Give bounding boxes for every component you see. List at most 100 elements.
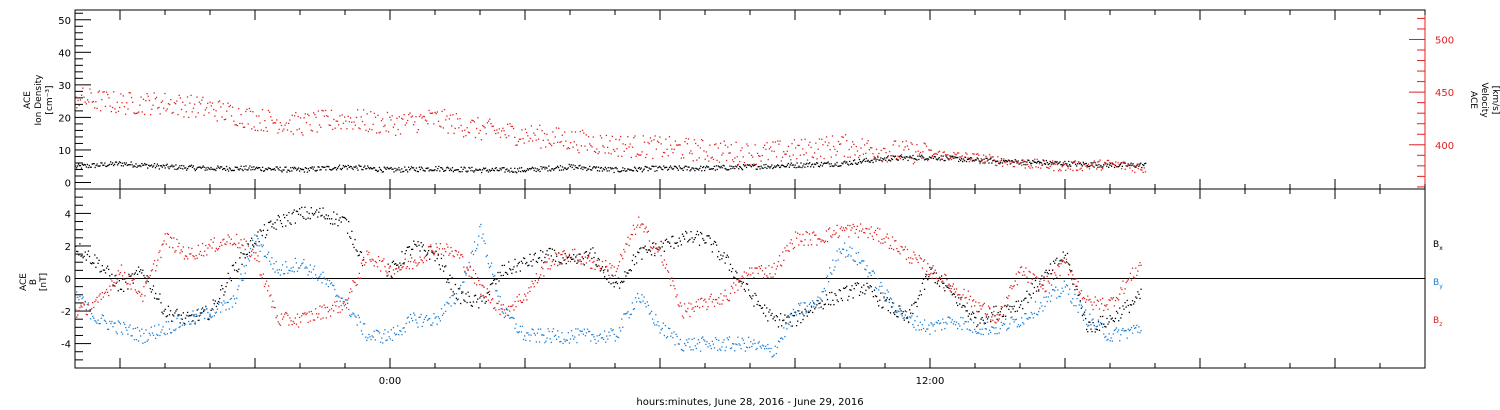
density-point bbox=[158, 168, 161, 170]
by-point bbox=[514, 327, 516, 330]
bx-point bbox=[201, 307, 204, 309]
velocity-point bbox=[185, 111, 187, 113]
density-point bbox=[977, 158, 979, 160]
bx-point bbox=[454, 283, 456, 286]
by-point bbox=[222, 304, 224, 306]
by-point bbox=[569, 338, 572, 340]
bx-point bbox=[746, 283, 749, 285]
density-point bbox=[439, 170, 441, 172]
by-point bbox=[246, 256, 249, 258]
bz-point bbox=[258, 261, 260, 263]
by-point bbox=[865, 269, 867, 271]
velocity-point bbox=[227, 102, 229, 104]
density-point bbox=[820, 161, 823, 164]
bx-point bbox=[982, 319, 984, 321]
bx-point bbox=[731, 267, 734, 270]
bx-point bbox=[311, 212, 314, 215]
velocity-point bbox=[1067, 167, 1069, 169]
by-point bbox=[761, 344, 764, 346]
density-point bbox=[775, 166, 777, 168]
velocity-point bbox=[402, 118, 404, 120]
bz-point bbox=[487, 299, 490, 301]
by-point bbox=[505, 307, 508, 310]
by-point bbox=[671, 332, 673, 334]
velocity-point bbox=[883, 147, 885, 150]
velocity-point bbox=[384, 124, 386, 126]
density-point bbox=[196, 167, 199, 169]
by-point bbox=[273, 263, 275, 265]
velocity-point bbox=[819, 155, 822, 157]
density-point bbox=[785, 165, 788, 168]
bz-point bbox=[791, 243, 793, 245]
density-point bbox=[360, 165, 362, 168]
bx-point bbox=[645, 249, 647, 251]
density-point bbox=[813, 166, 815, 168]
bz-point bbox=[821, 239, 823, 241]
velocity-point bbox=[1119, 162, 1122, 164]
by-point bbox=[1012, 318, 1014, 321]
velocity-point bbox=[543, 132, 546, 135]
bx-point bbox=[159, 293, 161, 295]
density-point bbox=[209, 168, 211, 171]
bx-point bbox=[962, 304, 964, 307]
velocity-point bbox=[737, 163, 740, 166]
density-point bbox=[807, 165, 809, 168]
density-tick-label: 0 bbox=[65, 178, 71, 189]
by-point bbox=[266, 253, 269, 255]
by-point bbox=[409, 313, 412, 316]
density-point bbox=[756, 168, 758, 170]
bx-point bbox=[1022, 307, 1024, 310]
density-point bbox=[701, 170, 703, 172]
by-point bbox=[340, 304, 342, 307]
bx-point bbox=[601, 266, 604, 268]
density-point bbox=[853, 159, 856, 161]
bx-point bbox=[257, 231, 259, 233]
bx-point bbox=[1008, 308, 1010, 311]
bz-point bbox=[388, 267, 390, 269]
bz-point bbox=[682, 317, 685, 319]
velocity-point bbox=[465, 134, 467, 137]
velocity-point bbox=[228, 105, 230, 108]
velocity-point bbox=[580, 145, 583, 147]
bx-point bbox=[99, 271, 101, 273]
bz-point bbox=[128, 275, 130, 277]
bx-point bbox=[577, 259, 579, 261]
bz-point bbox=[557, 264, 559, 267]
density-point bbox=[590, 169, 592, 171]
density-point bbox=[481, 169, 484, 171]
density-point bbox=[243, 165, 245, 168]
density-point bbox=[1012, 161, 1014, 163]
velocity-point bbox=[1054, 163, 1056, 166]
bz-point bbox=[638, 216, 640, 218]
density-point bbox=[1025, 164, 1027, 166]
bz-point bbox=[126, 283, 128, 285]
velocity-point bbox=[527, 135, 529, 137]
density-point bbox=[1042, 159, 1045, 162]
velocity-point bbox=[75, 96, 77, 98]
velocity-point bbox=[163, 107, 165, 109]
density-point bbox=[308, 169, 310, 172]
bx-point bbox=[1054, 262, 1056, 264]
density-point bbox=[1109, 162, 1112, 165]
density-point bbox=[594, 167, 597, 169]
bx-point bbox=[116, 278, 118, 280]
density-point bbox=[659, 165, 661, 168]
by-point bbox=[386, 339, 388, 341]
density-point bbox=[365, 168, 367, 170]
velocity-point bbox=[129, 92, 132, 94]
bx-point bbox=[567, 256, 570, 258]
bz-point bbox=[731, 287, 734, 289]
density-point bbox=[631, 170, 634, 172]
by-point bbox=[566, 339, 568, 342]
by-point bbox=[665, 337, 668, 339]
bx-point bbox=[1007, 304, 1009, 306]
bz-point bbox=[265, 280, 268, 282]
bz-point bbox=[239, 247, 241, 249]
bx-point bbox=[479, 297, 481, 299]
bz-point bbox=[266, 289, 269, 292]
density-point bbox=[601, 170, 604, 172]
velocity-point bbox=[1056, 163, 1059, 166]
density-point bbox=[897, 159, 900, 161]
velocity-point bbox=[472, 119, 474, 122]
bx-point bbox=[106, 265, 109, 267]
